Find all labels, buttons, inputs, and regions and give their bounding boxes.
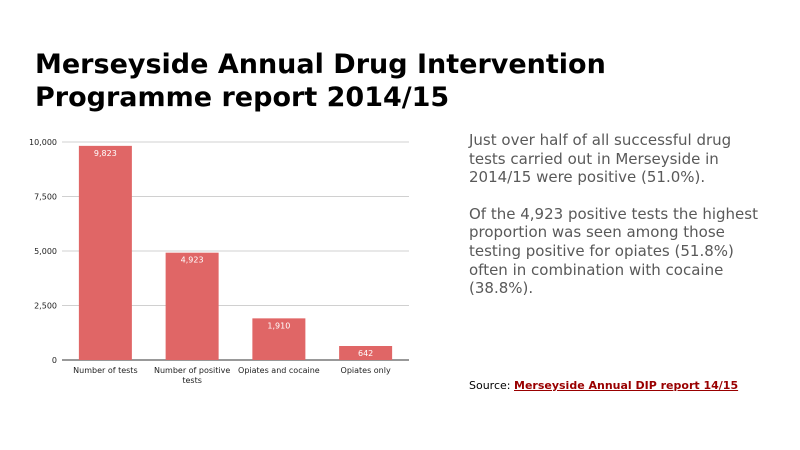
data-label: 1,910 xyxy=(267,321,290,330)
x-tick-label: tests xyxy=(182,376,202,385)
bar xyxy=(339,346,393,360)
title-line-1: Merseyside Annual Drug Intervention xyxy=(35,49,606,80)
source-label: Source: xyxy=(469,379,511,392)
data-label: 4,923 xyxy=(181,256,204,265)
bar xyxy=(165,252,219,360)
data-label: 642 xyxy=(358,349,373,358)
x-tick-label: Opiates and cocaine xyxy=(238,366,320,375)
summary-paragraph-2: Of the 4,923 positive tests the highest … xyxy=(469,204,758,298)
x-tick-label: Number of positive xyxy=(154,366,230,375)
y-tick-label: 0 xyxy=(52,356,57,365)
x-tick-label: Number of tests xyxy=(73,366,137,375)
y-tick-label: 7,500 xyxy=(34,193,57,202)
x-tick-label: Opiates only xyxy=(341,366,391,375)
bar xyxy=(78,145,132,360)
source-link[interactable]: Merseyside Annual DIP report 14/15 xyxy=(514,379,739,392)
title-line-2: Programme report 2014/15 xyxy=(35,82,450,113)
bar xyxy=(252,318,306,360)
y-tick-label: 2,500 xyxy=(34,302,57,311)
source-line: Source: Merseyside Annual DIP report 14/… xyxy=(469,379,738,392)
summary-text: Just over half of all successful drug te… xyxy=(469,131,769,316)
bar-chart: 0 2,500 5,000 7,500 10,000 9,823 Number of tes… xyxy=(29,138,409,385)
y-tick-label: 10,000 xyxy=(29,138,57,147)
slide-title: Merseyside Annual Drug Intervention Prog… xyxy=(35,48,675,114)
y-tick-label: 5,000 xyxy=(34,247,57,256)
data-label: 9,823 xyxy=(94,149,117,158)
summary-paragraph-1: Just over half of all successful drug te… xyxy=(469,131,732,187)
